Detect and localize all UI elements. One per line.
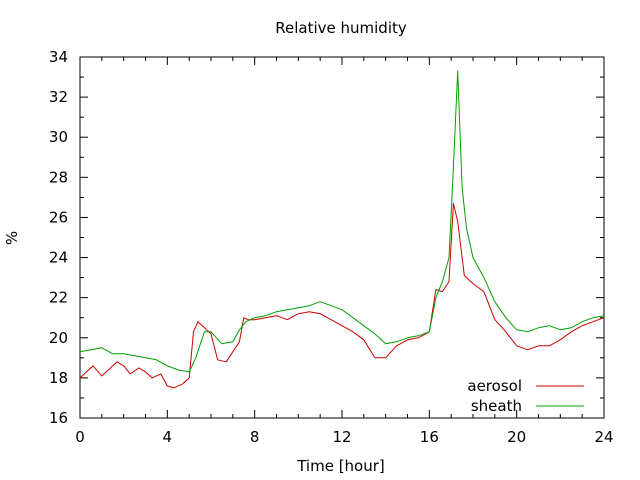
x-tick-label: 12 xyxy=(332,428,351,446)
y-tick-label: 28 xyxy=(49,168,68,186)
y-tick-label: 20 xyxy=(49,329,68,347)
series-line-aerosol xyxy=(79,202,605,389)
x-tick-label: 24 xyxy=(594,428,613,446)
y-tick-label: 32 xyxy=(49,88,68,106)
x-tick-label: 4 xyxy=(163,428,173,446)
legend: aerosol sheath xyxy=(467,377,584,415)
y-tick-label: 16 xyxy=(49,409,68,427)
chart-title: Relative humidity xyxy=(275,19,407,37)
y-tick-label: 30 xyxy=(49,128,68,146)
y-tick-label: 24 xyxy=(49,249,68,267)
x-tick-label: 16 xyxy=(420,428,439,446)
y-tick-label: 26 xyxy=(49,208,68,226)
legend-label-sheath: sheath xyxy=(471,397,522,415)
x-tick-label: 20 xyxy=(507,428,526,446)
x-tick-label: 8 xyxy=(250,428,260,446)
series-line-sheath xyxy=(79,70,605,373)
x-tick-label: 0 xyxy=(75,428,85,446)
y-tick-label: 18 xyxy=(49,369,68,387)
series-layer xyxy=(79,70,605,389)
y-axis-label: % xyxy=(3,231,21,245)
y-tick-label: 34 xyxy=(49,48,68,66)
x-axis-label: Time [hour] xyxy=(296,457,385,475)
y-tick-label: 22 xyxy=(49,289,68,307)
axes: 0 4 8 12 16 20 24 16 18 20 22 24 26 28 30 32 34 xyxy=(49,48,614,446)
legend-label-aerosol: aerosol xyxy=(467,377,522,395)
plot-frame xyxy=(79,56,605,419)
